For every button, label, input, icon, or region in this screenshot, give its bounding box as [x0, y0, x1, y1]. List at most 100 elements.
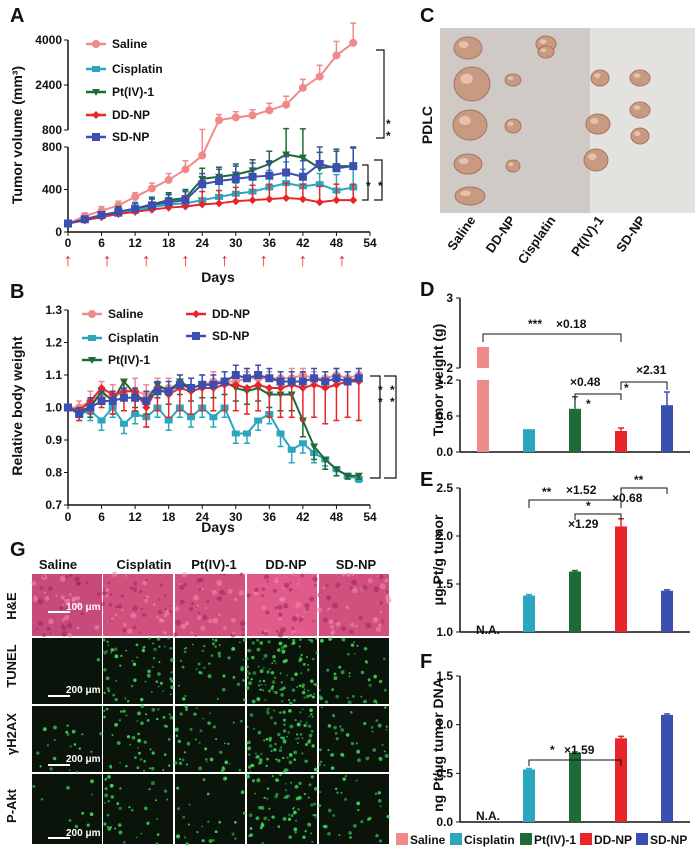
fluor-spot — [301, 685, 305, 689]
tumor-highlight — [507, 121, 514, 126]
point-b-pt4 — [310, 443, 319, 451]
fluor-spot — [66, 732, 70, 736]
fluor-spot — [319, 748, 322, 752]
fluor-spot — [137, 738, 142, 743]
fluor-spot — [168, 764, 171, 767]
fluor-spot — [311, 715, 314, 718]
scalebar-label-pakt: 200 μm — [66, 828, 101, 839]
tick-label-a-x: 30 — [229, 236, 243, 250]
panel-a-chart: 0 400 800 800 2400 4000 0 6 12 18 24 30 36 42 48 54 ↑ ↑ ↑ ↑… — [35, 22, 385, 270]
fluor-spot — [320, 760, 323, 763]
fluor-spot — [334, 787, 338, 790]
he-texture — [278, 612, 283, 617]
point-a-saline — [248, 111, 257, 120]
point-a-saline — [332, 51, 341, 60]
he-texture — [191, 602, 194, 606]
fluor-spot — [313, 692, 316, 695]
tick-label-b-x: 42 — [296, 510, 310, 524]
fluor-spot — [311, 744, 315, 748]
he-texture — [358, 615, 363, 621]
he-texture — [114, 613, 118, 617]
fluor-spot — [282, 729, 287, 733]
fluor-spot — [332, 715, 335, 718]
point-b-cisplatin — [298, 440, 307, 447]
he-texture — [346, 572, 351, 577]
tumor-highlight — [539, 39, 547, 44]
fluor-spot — [107, 800, 110, 803]
fluor-spot — [125, 764, 128, 768]
point-b-sdnp — [287, 377, 296, 386]
point-b-sdnp — [321, 377, 330, 386]
fluor-spot — [136, 720, 139, 722]
fluor-spot — [278, 748, 282, 753]
tumor-specimen — [537, 45, 555, 59]
fluor-spot — [312, 658, 315, 661]
fluor-spot — [126, 699, 130, 703]
series-a-ddnp — [67, 196, 354, 225]
he-texture — [43, 591, 47, 594]
tick-label-a-y: 400 — [42, 183, 62, 197]
histology-fluor-tile — [175, 706, 245, 772]
fluor-spot — [266, 711, 270, 715]
he-texture — [312, 576, 318, 582]
point-b-sdnp — [231, 371, 240, 379]
fluor-spot — [169, 677, 173, 681]
fluor-spot — [146, 673, 151, 678]
tumor-highlight — [594, 73, 601, 78]
fluor-spot — [310, 729, 314, 733]
he-texture — [275, 576, 279, 580]
fluor-spot — [143, 759, 146, 763]
he-texture — [332, 602, 339, 609]
fluor-spot — [294, 784, 299, 789]
he-texture — [64, 614, 70, 621]
tick-label-a-y-upper: 2400 — [35, 78, 62, 92]
he-texture — [297, 582, 300, 586]
he-texture — [47, 586, 53, 592]
fluor-spot — [348, 675, 351, 678]
he-texture — [304, 602, 310, 608]
fluor-spot — [123, 841, 126, 844]
fluor-spot — [251, 641, 256, 645]
fluor-spot — [81, 811, 85, 815]
fluor-spot — [368, 683, 372, 687]
scalebar-label-gh2ax: 200 μm — [66, 754, 101, 765]
point-a-ddnp — [265, 195, 274, 204]
fluor-spot — [378, 679, 383, 684]
fluor-spot — [205, 758, 208, 761]
he-texture — [313, 583, 317, 587]
fluor-spot — [305, 721, 308, 724]
he-texture — [330, 629, 336, 635]
panel-g-col-saline: Saline — [39, 557, 77, 572]
he-texture — [122, 622, 127, 627]
he-texture — [227, 588, 233, 594]
fluor-spot — [272, 654, 276, 659]
point-b-ddnp — [231, 380, 240, 389]
he-texture — [67, 633, 73, 638]
fluor-spot — [184, 704, 189, 709]
he-texture — [157, 610, 163, 615]
point-b-sdnp — [86, 403, 95, 412]
bar-panelF-pt4 — [569, 752, 581, 822]
fluor-spot — [242, 679, 245, 682]
fluor-spot — [201, 649, 205, 653]
fluor-spot — [248, 740, 251, 743]
fluor-spot — [248, 813, 253, 818]
tick-label-d-y-upper: 3 — [446, 291, 453, 305]
bottom-legend-swatch-sdnp — [636, 833, 648, 845]
fluor-spot — [206, 760, 208, 763]
point-b-cisplatin — [131, 411, 140, 417]
he-texture — [60, 595, 65, 600]
point-a-ddnp — [248, 196, 257, 205]
fluor-spot — [143, 769, 146, 772]
fluor-spot — [271, 680, 276, 684]
he-texture — [350, 622, 355, 627]
tumor-specimen — [453, 36, 483, 60]
he-texture — [132, 625, 137, 630]
fluor-spot — [271, 685, 275, 688]
fluor-spot — [307, 822, 312, 827]
legend-marker-cisplatin — [92, 66, 100, 72]
fluor-spot — [253, 727, 255, 730]
tick-label-b-y: 1.3 — [45, 303, 62, 317]
fluor-spot — [203, 666, 206, 670]
fluor-spot — [132, 662, 137, 667]
